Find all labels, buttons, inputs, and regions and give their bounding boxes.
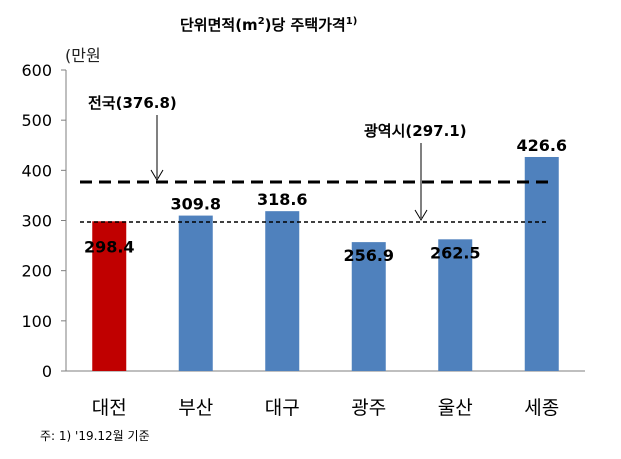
data-label: 298.4 xyxy=(84,237,135,256)
y-unit-label: (만원 xyxy=(65,46,101,65)
chart-title: 단위면적(m2)당 주택가격1) xyxy=(180,16,357,34)
data-label: 426.6 xyxy=(516,136,567,155)
x-tick-label: 광주 xyxy=(351,397,386,419)
arrowhead-national xyxy=(150,169,164,181)
data-label: 309.8 xyxy=(170,195,221,214)
x-tick-label: 부산 xyxy=(178,397,213,419)
y-tick-label: 100 xyxy=(21,312,52,331)
arrowhead-metro xyxy=(414,209,428,221)
bar-4 xyxy=(351,242,386,371)
y-tick-label: 600 xyxy=(21,61,52,80)
data-label: 256.9 xyxy=(343,246,394,265)
x-tick-label: 세종 xyxy=(524,397,559,419)
bar-1 xyxy=(92,221,127,371)
data-label: 262.5 xyxy=(430,243,481,262)
bar-5 xyxy=(438,239,473,371)
footnote: 주: 1) '19.12월 기준 xyxy=(40,429,150,443)
y-tick-label: 400 xyxy=(21,161,52,180)
bar-2 xyxy=(178,215,213,371)
y-tick-label: 500 xyxy=(21,111,52,130)
y-tick-label: 300 xyxy=(21,212,52,231)
data-label: 318.6 xyxy=(257,190,308,209)
reference-label-national: 전국(376.8) xyxy=(88,94,177,112)
x-tick-label: 대구 xyxy=(265,397,300,419)
bar-6 xyxy=(524,156,559,371)
bar-3 xyxy=(265,211,300,371)
x-tick-label: 울산 xyxy=(438,397,473,419)
x-tick-label: 대전 xyxy=(92,397,127,419)
y-tick-label: 200 xyxy=(21,262,52,281)
reference-label-metro: 광역시(297.1) xyxy=(364,122,467,140)
y-tick-label: 0 xyxy=(42,362,52,381)
